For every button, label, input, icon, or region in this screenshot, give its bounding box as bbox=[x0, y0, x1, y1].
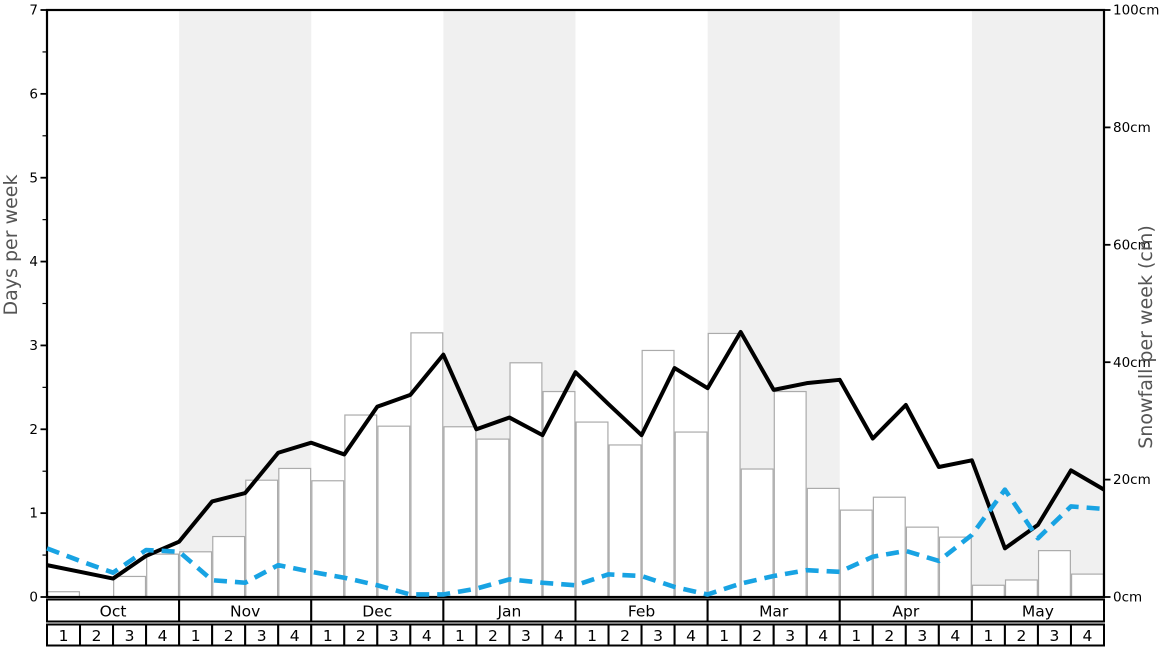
svg-text:3: 3 bbox=[257, 627, 267, 645]
svg-text:1: 1 bbox=[323, 627, 333, 645]
svg-text:4: 4 bbox=[29, 254, 38, 270]
svg-text:80cm: 80cm bbox=[1113, 120, 1151, 136]
svg-text:Apr: Apr bbox=[892, 603, 919, 621]
svg-text:7: 7 bbox=[29, 3, 38, 19]
svg-text:Jan: Jan bbox=[496, 603, 521, 621]
svg-text:1: 1 bbox=[59, 627, 69, 645]
svg-text:1: 1 bbox=[851, 627, 861, 645]
svg-text:4: 4 bbox=[1083, 627, 1093, 645]
axes-and-ticks: 0 1 2 3 4 5 6 7 0cm 20cm 40cm 60cm 80cm 100cm bbox=[29, 3, 1159, 606]
svg-text:1: 1 bbox=[983, 627, 993, 645]
svg-text:Feb: Feb bbox=[628, 603, 655, 621]
svg-text:2: 2 bbox=[620, 627, 630, 645]
svg-text:4: 4 bbox=[818, 627, 828, 645]
svg-text:3: 3 bbox=[29, 338, 38, 354]
svg-text:3: 3 bbox=[917, 627, 927, 645]
black-solid-line bbox=[46, 330, 1106, 581]
svg-text:4: 4 bbox=[422, 627, 432, 645]
svg-text:May: May bbox=[1022, 603, 1054, 621]
svg-text:0: 0 bbox=[29, 590, 38, 606]
svg-text:2: 2 bbox=[752, 627, 762, 645]
svg-text:4: 4 bbox=[290, 627, 300, 645]
svg-text:6: 6 bbox=[29, 87, 38, 103]
svg-text:100cm: 100cm bbox=[1113, 3, 1159, 19]
svg-text:2: 2 bbox=[29, 422, 38, 438]
blue-dashed-line bbox=[46, 487, 1105, 597]
svg-text:Nov: Nov bbox=[230, 603, 260, 621]
svg-text:4: 4 bbox=[686, 627, 696, 645]
svg-text:4: 4 bbox=[158, 627, 168, 645]
svg-text:2: 2 bbox=[224, 627, 234, 645]
svg-text:2: 2 bbox=[1016, 627, 1026, 645]
svg-text:20cm: 20cm bbox=[1113, 472, 1151, 488]
svg-text:3: 3 bbox=[785, 627, 795, 645]
svg-text:1: 1 bbox=[587, 627, 597, 645]
svg-text:Dec: Dec bbox=[362, 603, 392, 621]
svg-text:2: 2 bbox=[92, 627, 102, 645]
month-label-row: Oct Nov Dec Jan Feb Mar Apr May bbox=[46, 598, 1106, 623]
svg-text:40cm: 40cm bbox=[1113, 355, 1151, 371]
svg-text:4: 4 bbox=[950, 627, 960, 645]
svg-text:1: 1 bbox=[191, 627, 201, 645]
svg-text:Mar: Mar bbox=[759, 603, 789, 621]
svg-text:Oct: Oct bbox=[100, 603, 127, 621]
svg-text:1: 1 bbox=[29, 506, 38, 522]
left-axis-title: Days per week bbox=[0, 175, 22, 316]
svg-text:2: 2 bbox=[356, 627, 366, 645]
svg-text:2: 2 bbox=[884, 627, 894, 645]
svg-text:4: 4 bbox=[554, 627, 564, 645]
shaded-month-bands bbox=[179, 11, 1105, 597]
svg-text:1: 1 bbox=[719, 627, 729, 645]
svg-text:3: 3 bbox=[653, 627, 663, 645]
svg-text:3: 3 bbox=[1050, 627, 1060, 645]
svg-text:5: 5 bbox=[29, 170, 38, 186]
svg-text:0cm: 0cm bbox=[1113, 590, 1142, 606]
right-axis-title: Snowfall per week (cm) bbox=[1135, 225, 1157, 449]
snowfall-bars bbox=[46, 332, 1104, 598]
svg-text:1: 1 bbox=[455, 627, 465, 645]
week-number-row: 1 2 3 4 1 2 3 4 1 2 3 4 1 2 3 4 bbox=[46, 623, 1105, 647]
svg-text:60cm: 60cm bbox=[1113, 237, 1151, 253]
svg-text:3: 3 bbox=[389, 627, 399, 645]
svg-text:2: 2 bbox=[488, 627, 498, 645]
svg-text:3: 3 bbox=[521, 627, 531, 645]
svg-text:3: 3 bbox=[125, 627, 135, 645]
